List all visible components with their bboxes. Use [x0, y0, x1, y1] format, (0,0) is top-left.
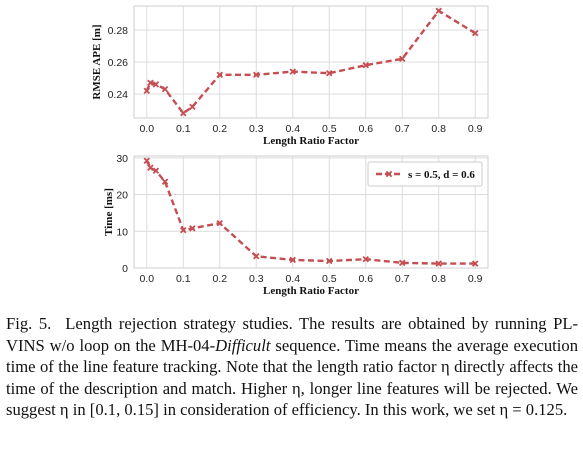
data-point: [180, 226, 187, 234]
data-point: [216, 71, 223, 79]
data-point: [189, 103, 196, 111]
x-tick-label: 0.3: [249, 123, 264, 135]
x-tick-label: 0.9: [468, 273, 483, 285]
y-tick-label: 30: [116, 153, 128, 165]
x-axis-label: Length Ratio Factor: [263, 135, 359, 147]
x-tick-label: 0.6: [358, 123, 373, 135]
plot-frame: [133, 5, 489, 119]
x-axis-label: Length Ratio Factor: [263, 285, 359, 297]
data-point: [471, 29, 479, 37]
data-point: [289, 68, 296, 75]
x-tick-label: 0.0: [139, 123, 154, 135]
data-point: [399, 55, 406, 63]
data-point: [326, 69, 333, 77]
data-point: [435, 260, 442, 267]
data-point: [216, 219, 223, 227]
chart-panel-1: 0.0 0.1 0.2 0.3 0.4 0.5 0.6 0.7 0.8 0.9 0.24 0.26 0.…: [91, 5, 489, 147]
data-point: [253, 253, 260, 260]
x-tick-label: 0.2: [212, 123, 227, 135]
y-tick-label: 0: [122, 263, 128, 275]
series-line: [145, 9, 476, 115]
data-point: [161, 85, 169, 93]
chart-legend: s = 0.5, d = 0.6: [367, 161, 483, 187]
data-point: [152, 81, 160, 88]
x-tick-label: 0.0: [139, 273, 154, 285]
data-point: [189, 225, 196, 232]
x-tick-label: 0.9: [468, 123, 483, 135]
x-tick-label: 0.5: [322, 273, 337, 285]
data-point: [326, 257, 333, 265]
y-tick-label: 10: [116, 226, 128, 238]
data-point: [471, 260, 479, 267]
x-tick-label: 0.1: [176, 123, 191, 135]
caption-text-italic: Difficult: [215, 335, 271, 355]
data-point: [161, 178, 169, 185]
legend-label: s = 0.5, d = 0.6: [408, 169, 475, 181]
legend-box: [367, 161, 483, 187]
caption-text-part-2: sequence. Time means the average executi…: [6, 335, 578, 420]
x-tick-label: 0.4: [285, 273, 300, 285]
chart-figure: 0.0 0.1 0.2 0.3 0.4 0.5 0.6 0.7 0.8 0.9 0.24 0.26 0.…: [91, 5, 489, 297]
data-point: [143, 87, 151, 95]
x-tick-label: 0.6: [358, 273, 373, 285]
y-tick-label: 0.26: [108, 57, 129, 69]
data-point: [289, 256, 296, 264]
figure: 0.0 0.1 0.2 0.3 0.4 0.5 0.6 0.7 0.8 0.9 0.24 0.26 0.…: [91, 5, 489, 297]
data-point: [143, 157, 151, 165]
data-point: [435, 7, 442, 15]
legend-marker: [385, 170, 393, 178]
chart-panel-2: 0.0 0.1 0.2 0.3 0.4 0.5 0.6 0.7 0.8 0.9 0 10 20 30 Len…: [103, 153, 489, 297]
x-tick-label: 0.5: [322, 123, 337, 135]
data-point: [147, 164, 154, 171]
plot-frame: [133, 155, 489, 269]
y-tick-label: 0.24: [108, 89, 129, 101]
caption-text-part-1: Length rejection strategy studies. The r…: [6, 314, 578, 355]
x-tick-label: 0.4: [285, 123, 300, 135]
x-tick-label: 0.2: [212, 273, 227, 285]
y-axis-label: Time [ms]: [103, 188, 115, 236]
data-point: [399, 259, 406, 267]
x-tick-label: 0.8: [431, 273, 446, 285]
series-line: [145, 160, 476, 265]
x-tick-label: 0.7: [395, 123, 410, 135]
data-point: [362, 61, 369, 69]
data-point: [362, 255, 369, 263]
data-point: [147, 79, 154, 87]
y-tick-label: 20: [116, 190, 128, 202]
caption-figure-label: Fig. 5.: [6, 314, 52, 333]
figure-caption: Fig. 5. Length rejection strategy studies…: [6, 313, 578, 421]
x-tick-label: 0.3: [249, 273, 264, 285]
data-point: [180, 109, 187, 117]
y-axis-label: RMSE APE [m]: [91, 24, 103, 99]
x-tick-label: 0.8: [431, 123, 446, 135]
y-tick-label: 0.28: [108, 25, 129, 37]
x-tick-label: 0.1: [176, 273, 191, 285]
data-point: [253, 71, 260, 79]
data-point: [152, 167, 160, 174]
x-tick-label: 0.7: [395, 273, 410, 285]
